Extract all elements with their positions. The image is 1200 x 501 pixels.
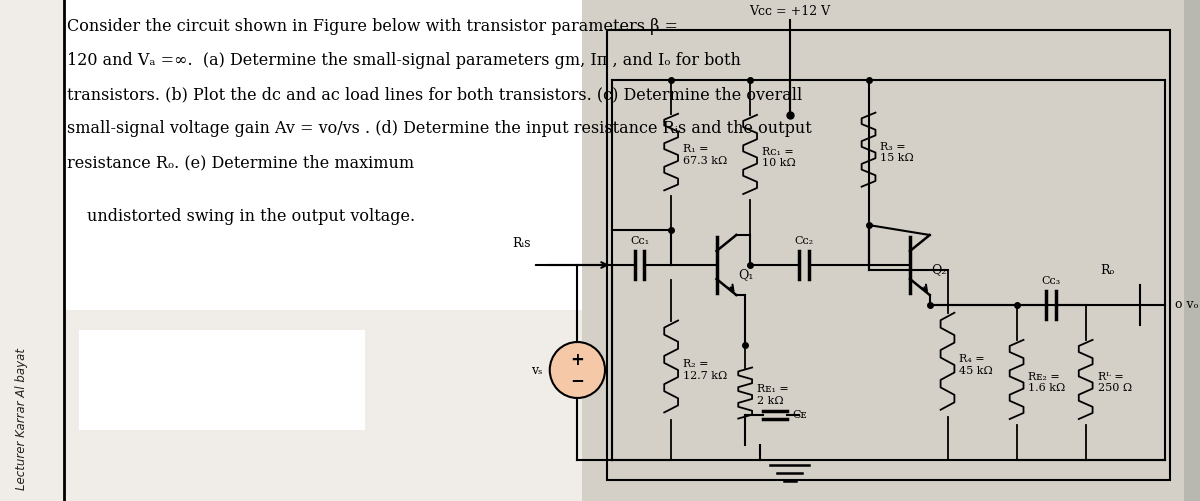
Text: Rᴸ =
250 Ω: Rᴸ = 250 Ω — [1098, 372, 1132, 393]
Text: Rᴇ₂ =
1.6 kΩ: Rᴇ₂ = 1.6 kΩ — [1028, 372, 1066, 393]
Text: small-signal voltage gain Av = vo/vs . (d) Determine the input resistance Rᵢs an: small-signal voltage gain Av = vo/vs . (… — [67, 120, 812, 137]
Text: Rᵢs: Rᵢs — [512, 237, 530, 250]
Text: −: − — [570, 371, 584, 389]
Text: Consider the circuit shown in Figure below with transistor parameters β =: Consider the circuit shown in Figure bel… — [67, 18, 678, 35]
Text: Rₒ: Rₒ — [1100, 264, 1115, 277]
Text: Cᴄ₁: Cᴄ₁ — [630, 236, 649, 246]
Text: Q₂: Q₂ — [931, 264, 947, 277]
Text: transistors. (b) Plot the dc and ac load lines for both transistors. (c) Determi: transistors. (b) Plot the dc and ac load… — [67, 86, 803, 103]
Text: 120 and Vₐ =∞.  (a) Determine the small-signal parameters gm, Iπ , and Iₒ for bo: 120 and Vₐ =∞. (a) Determine the small-s… — [67, 52, 740, 69]
Bar — [79, 330, 365, 430]
Text: Cᴄ₃: Cᴄ₃ — [1042, 276, 1061, 286]
Text: +: + — [570, 351, 584, 369]
Text: Cᴄ₂: Cᴄ₂ — [794, 236, 814, 246]
Text: undistorted swing in the output voltage.: undistorted swing in the output voltage. — [86, 208, 415, 225]
Bar — [0, 0, 582, 501]
Text: o vₒ: o vₒ — [1175, 299, 1198, 312]
Text: Q₁: Q₁ — [738, 269, 754, 282]
Text: R₃ =
15 kΩ: R₃ = 15 kΩ — [881, 142, 914, 163]
Text: R₁ =
67.3 kΩ: R₁ = 67.3 kΩ — [683, 144, 727, 166]
Text: vₛ: vₛ — [532, 364, 542, 376]
Text: Lecturer Karrar Al bayat: Lecturer Karrar Al bayat — [16, 348, 29, 490]
Bar — [607, 30, 1170, 480]
Text: Rᴄ₁ =
10 kΩ: Rᴄ₁ = 10 kΩ — [762, 147, 796, 168]
Text: R₂ =
12.7 kΩ: R₂ = 12.7 kΩ — [683, 359, 727, 381]
Bar — [582, 0, 1184, 501]
Text: Rᴇ₁ =
2 kΩ: Rᴇ₁ = 2 kΩ — [757, 384, 788, 406]
Text: Cᴇ: Cᴇ — [792, 410, 808, 420]
Circle shape — [550, 342, 605, 398]
Bar — [64, 0, 582, 310]
Text: R₄ =
45 kΩ: R₄ = 45 kΩ — [959, 354, 994, 376]
Text: Vᴄᴄ = +12 V: Vᴄᴄ = +12 V — [749, 5, 830, 18]
Text: resistance Rₒ. (e) Determine the maximum: resistance Rₒ. (e) Determine the maximum — [67, 154, 414, 171]
